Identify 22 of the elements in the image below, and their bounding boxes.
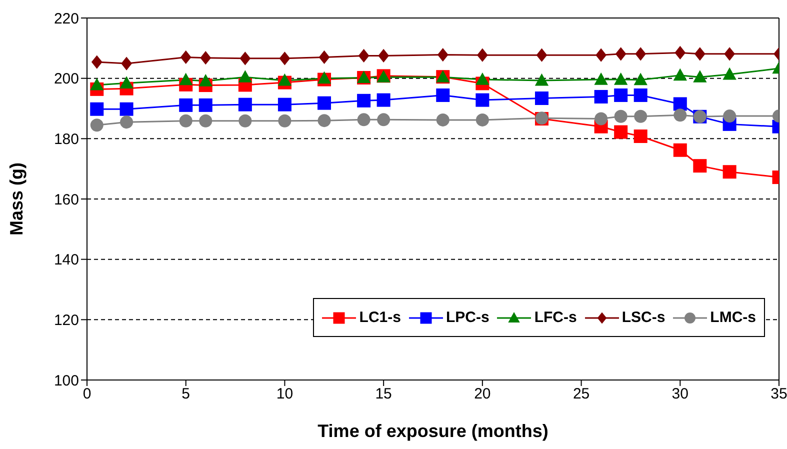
x-tick-label: 35 [770,386,787,403]
y-tick-label: 140 [54,252,79,269]
x-tick-label: 30 [672,386,688,403]
legend-label: LFC-s [533,309,577,326]
x-axis-title: Time of exposure (months) [318,421,548,441]
legend-label: LSC-s [620,309,666,326]
y-tick-label: 120 [54,312,79,329]
y-tick-label: 180 [54,130,79,148]
y-tick-label: 160 [54,191,79,208]
legend-label: LC1-s [358,309,401,326]
x-tick-label: 25 [572,386,590,403]
y-tick-label: 100 [54,372,79,390]
x-tick-label: 0 [82,386,92,403]
x-tick-label: 20 [474,386,491,403]
legend-label: LMC-s [709,309,756,326]
y-axis-title: Mass (g) [6,162,26,236]
x-tick-label: 15 [375,386,392,403]
y-tick-label: 200 [54,70,79,88]
x-tick-label: 5 [182,386,190,403]
y-tick-label: 220 [54,10,79,28]
legend-label: LPC-s [444,309,490,326]
x-tick-label: 10 [276,386,294,403]
